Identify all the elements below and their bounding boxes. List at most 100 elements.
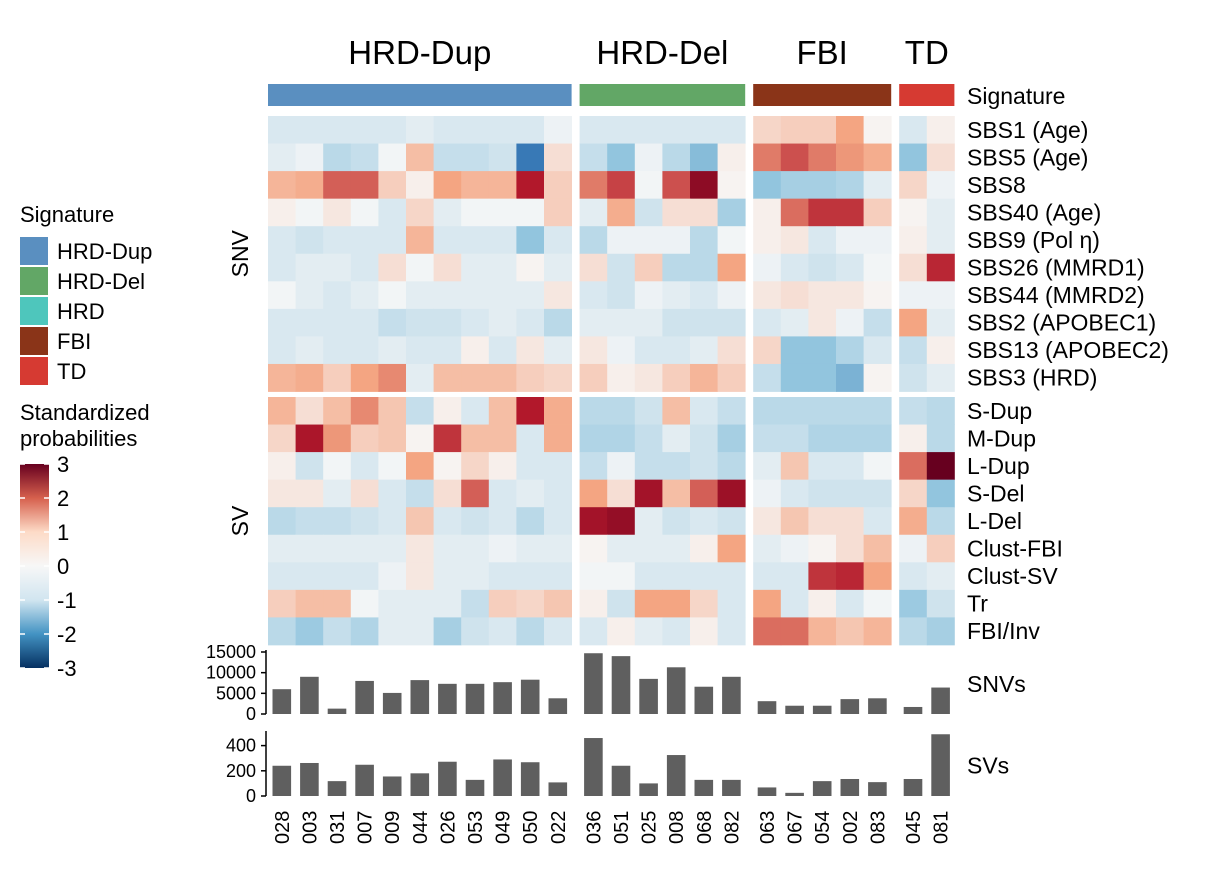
heatmap-cell bbox=[808, 171, 837, 200]
heatmap-cell bbox=[926, 534, 955, 563]
sv-bar bbox=[868, 782, 887, 796]
heatmap-cell bbox=[433, 363, 462, 392]
heatmap-cell bbox=[634, 424, 663, 453]
heatmap-cell bbox=[634, 363, 663, 392]
heatmap-cell bbox=[516, 281, 545, 310]
heatmap-cell bbox=[926, 479, 955, 508]
heatmap-cell bbox=[406, 281, 434, 310]
heatmap-cell bbox=[579, 424, 608, 453]
heatmap-cell bbox=[836, 424, 864, 453]
heatmap-cell bbox=[899, 589, 928, 618]
sample-label: 050 bbox=[520, 811, 542, 844]
heatmap-cell bbox=[433, 507, 462, 536]
heatmap-cell bbox=[350, 424, 379, 453]
heatmap-cell bbox=[690, 424, 718, 453]
heatmap-cell bbox=[863, 143, 892, 172]
row-label: SBS3 (HRD) bbox=[967, 365, 1097, 391]
heatmap-cell bbox=[268, 562, 296, 591]
heatmap-cell bbox=[634, 617, 663, 646]
heatmap-cell bbox=[863, 534, 892, 563]
heatmap-cell bbox=[461, 589, 490, 618]
sample-label: 049 bbox=[493, 811, 515, 844]
heatmap-cell bbox=[295, 116, 324, 144]
heatmap-cell bbox=[717, 534, 746, 563]
snv-bar bbox=[666, 667, 686, 714]
heatmap-cell bbox=[488, 424, 517, 453]
heatmap-cell bbox=[516, 253, 545, 282]
heatmap-cell bbox=[926, 589, 955, 618]
heatmap-cell bbox=[607, 226, 636, 255]
heatmap-cell bbox=[516, 143, 545, 172]
heatmap-cell bbox=[579, 452, 608, 481]
heatmap-cell bbox=[579, 308, 608, 337]
heatmap-cell bbox=[579, 116, 608, 144]
heatmap-cell bbox=[579, 397, 608, 425]
heatmap-cell bbox=[717, 226, 746, 255]
heatmap-cell bbox=[323, 308, 352, 337]
heatmap-cell bbox=[836, 336, 864, 365]
heatmap-cell bbox=[753, 479, 782, 508]
heatmap-cell bbox=[753, 226, 782, 255]
heatmap-cell bbox=[607, 171, 636, 200]
heatmap-cell bbox=[461, 226, 490, 255]
heatmap-cell bbox=[378, 281, 407, 310]
heatmap-cell bbox=[544, 308, 572, 337]
heatmap-cell bbox=[488, 226, 517, 255]
heatmap-cell bbox=[268, 143, 296, 172]
heatmap-cell bbox=[753, 452, 782, 481]
row-label: SBS5 (Age) bbox=[967, 144, 1088, 170]
heatmap-cell bbox=[516, 116, 545, 144]
snv-bar bbox=[382, 692, 402, 714]
snv-bar bbox=[785, 705, 804, 714]
heatmap-cell bbox=[753, 424, 782, 453]
snv-bar bbox=[300, 676, 319, 714]
heatmap-cell bbox=[544, 424, 572, 453]
heatmap-cell bbox=[863, 308, 892, 337]
heatmap-cell bbox=[378, 363, 407, 392]
sv-label: SVs bbox=[967, 753, 1009, 779]
heatmap-cell bbox=[717, 116, 746, 144]
heatmap-cell bbox=[516, 336, 545, 365]
snv-bar bbox=[931, 687, 950, 714]
group-title: FBI bbox=[797, 34, 848, 71]
heatmap-cell bbox=[268, 281, 296, 310]
heatmap-cell bbox=[607, 143, 636, 172]
snv-bar bbox=[410, 680, 430, 714]
heatmap-cell bbox=[753, 308, 782, 337]
scale-tick-label: -3 bbox=[57, 656, 77, 681]
heatmap-cell bbox=[662, 281, 691, 310]
heatmap-cell bbox=[607, 479, 636, 508]
sample-label: 044 bbox=[410, 811, 432, 844]
heatmap-cell bbox=[406, 198, 434, 227]
heatmap-cell bbox=[378, 143, 407, 172]
heatmap-cell bbox=[268, 534, 296, 563]
heatmap-cell bbox=[323, 253, 352, 282]
heatmap-cell bbox=[662, 452, 691, 481]
heatmap-cell bbox=[836, 479, 864, 508]
heatmap-cell bbox=[690, 534, 718, 563]
heatmap-cell bbox=[350, 397, 379, 425]
heatmap-cell bbox=[607, 452, 636, 481]
signature-annotation-bar bbox=[268, 84, 572, 106]
heatmap-cell bbox=[516, 534, 545, 563]
heatmap-cell bbox=[607, 617, 636, 646]
heatmap-cell bbox=[461, 534, 490, 563]
heatmap-cell bbox=[717, 562, 746, 591]
heatmap-cell bbox=[607, 198, 636, 227]
group-title: HRD-Del bbox=[596, 34, 728, 71]
heatmap-cell bbox=[780, 171, 809, 200]
heatmap-cell bbox=[323, 281, 352, 310]
heatmap-cell bbox=[488, 452, 517, 481]
sv-bar bbox=[812, 781, 832, 796]
heatmap-cell bbox=[690, 171, 718, 200]
heatmap-cell bbox=[899, 336, 928, 365]
heatmap-cell bbox=[863, 281, 892, 310]
heatmap-cell bbox=[295, 534, 324, 563]
heatmap-cell bbox=[780, 562, 809, 591]
heatmap-cell bbox=[808, 336, 837, 365]
heatmap-cell bbox=[634, 116, 663, 144]
snv-bar bbox=[465, 683, 485, 714]
heatmap-cell bbox=[662, 507, 691, 536]
heatmap-cell bbox=[753, 281, 782, 310]
